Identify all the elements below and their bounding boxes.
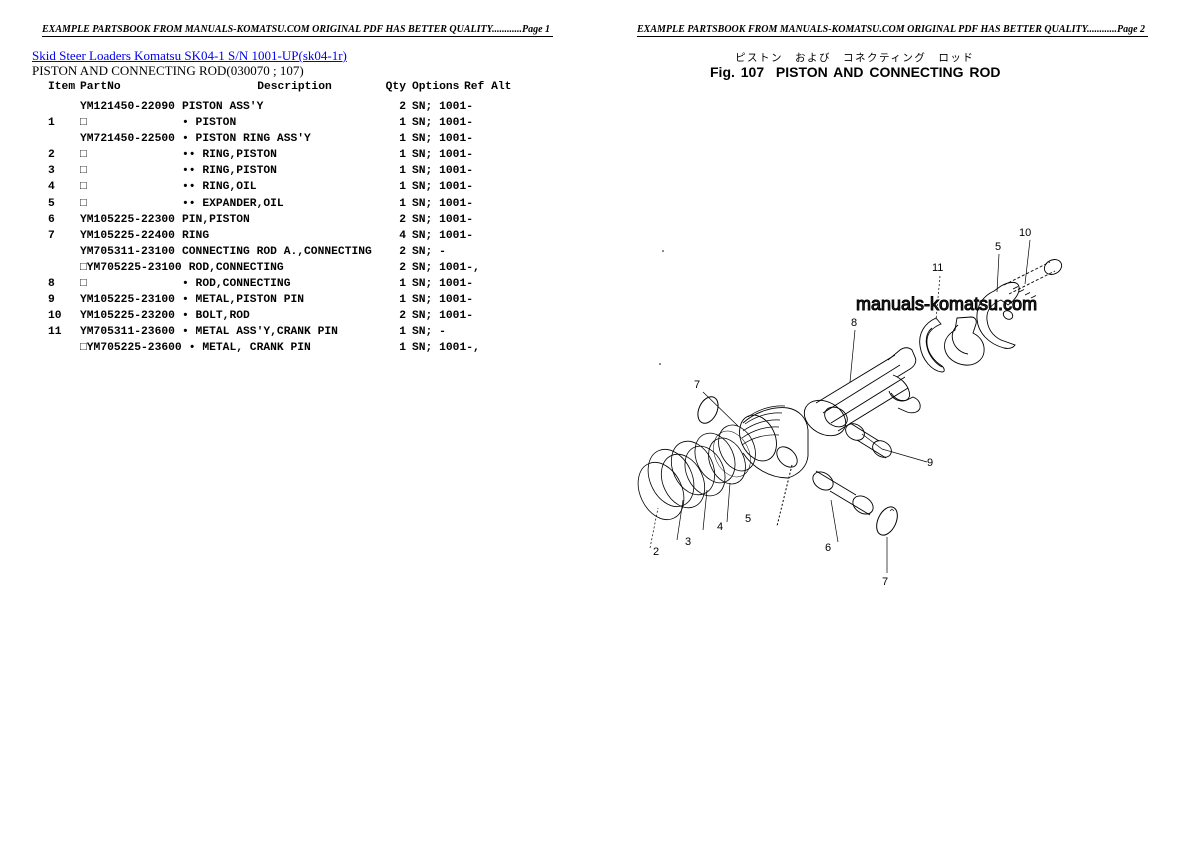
svg-text:3: 3 bbox=[685, 536, 691, 548]
svg-text:manuals-komatsu.com: manuals-komatsu.com bbox=[856, 294, 1037, 314]
svg-text:9: 9 bbox=[927, 457, 933, 469]
svg-text:5: 5 bbox=[745, 513, 751, 525]
svg-text:6: 6 bbox=[825, 542, 831, 554]
svg-text:7: 7 bbox=[694, 379, 700, 391]
svg-text:4: 4 bbox=[717, 521, 723, 533]
svg-text:8: 8 bbox=[851, 317, 857, 329]
svg-text:7: 7 bbox=[882, 576, 888, 588]
svg-text:5: 5 bbox=[995, 241, 1001, 253]
svg-text:10: 10 bbox=[1019, 227, 1031, 239]
svg-text:11: 11 bbox=[932, 262, 943, 274]
svg-text:2: 2 bbox=[653, 546, 659, 558]
